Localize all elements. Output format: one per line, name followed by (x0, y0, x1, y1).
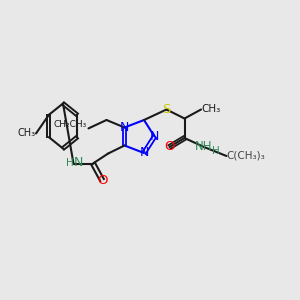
Text: S: S (162, 103, 171, 116)
Text: C(CH₃)₃: C(CH₃)₃ (226, 151, 265, 161)
Text: N: N (120, 121, 129, 134)
Text: N: N (150, 130, 159, 143)
Text: N: N (139, 146, 149, 160)
Text: H: H (66, 158, 74, 169)
Text: CH₃: CH₃ (201, 104, 220, 115)
Text: NH: NH (195, 140, 213, 154)
Text: H: H (212, 146, 220, 157)
Text: CH₃: CH₃ (18, 128, 36, 139)
Text: O: O (164, 140, 175, 154)
Text: N: N (74, 156, 83, 169)
Text: CH₂CH₃: CH₂CH₃ (54, 120, 87, 129)
Text: O: O (97, 173, 107, 187)
